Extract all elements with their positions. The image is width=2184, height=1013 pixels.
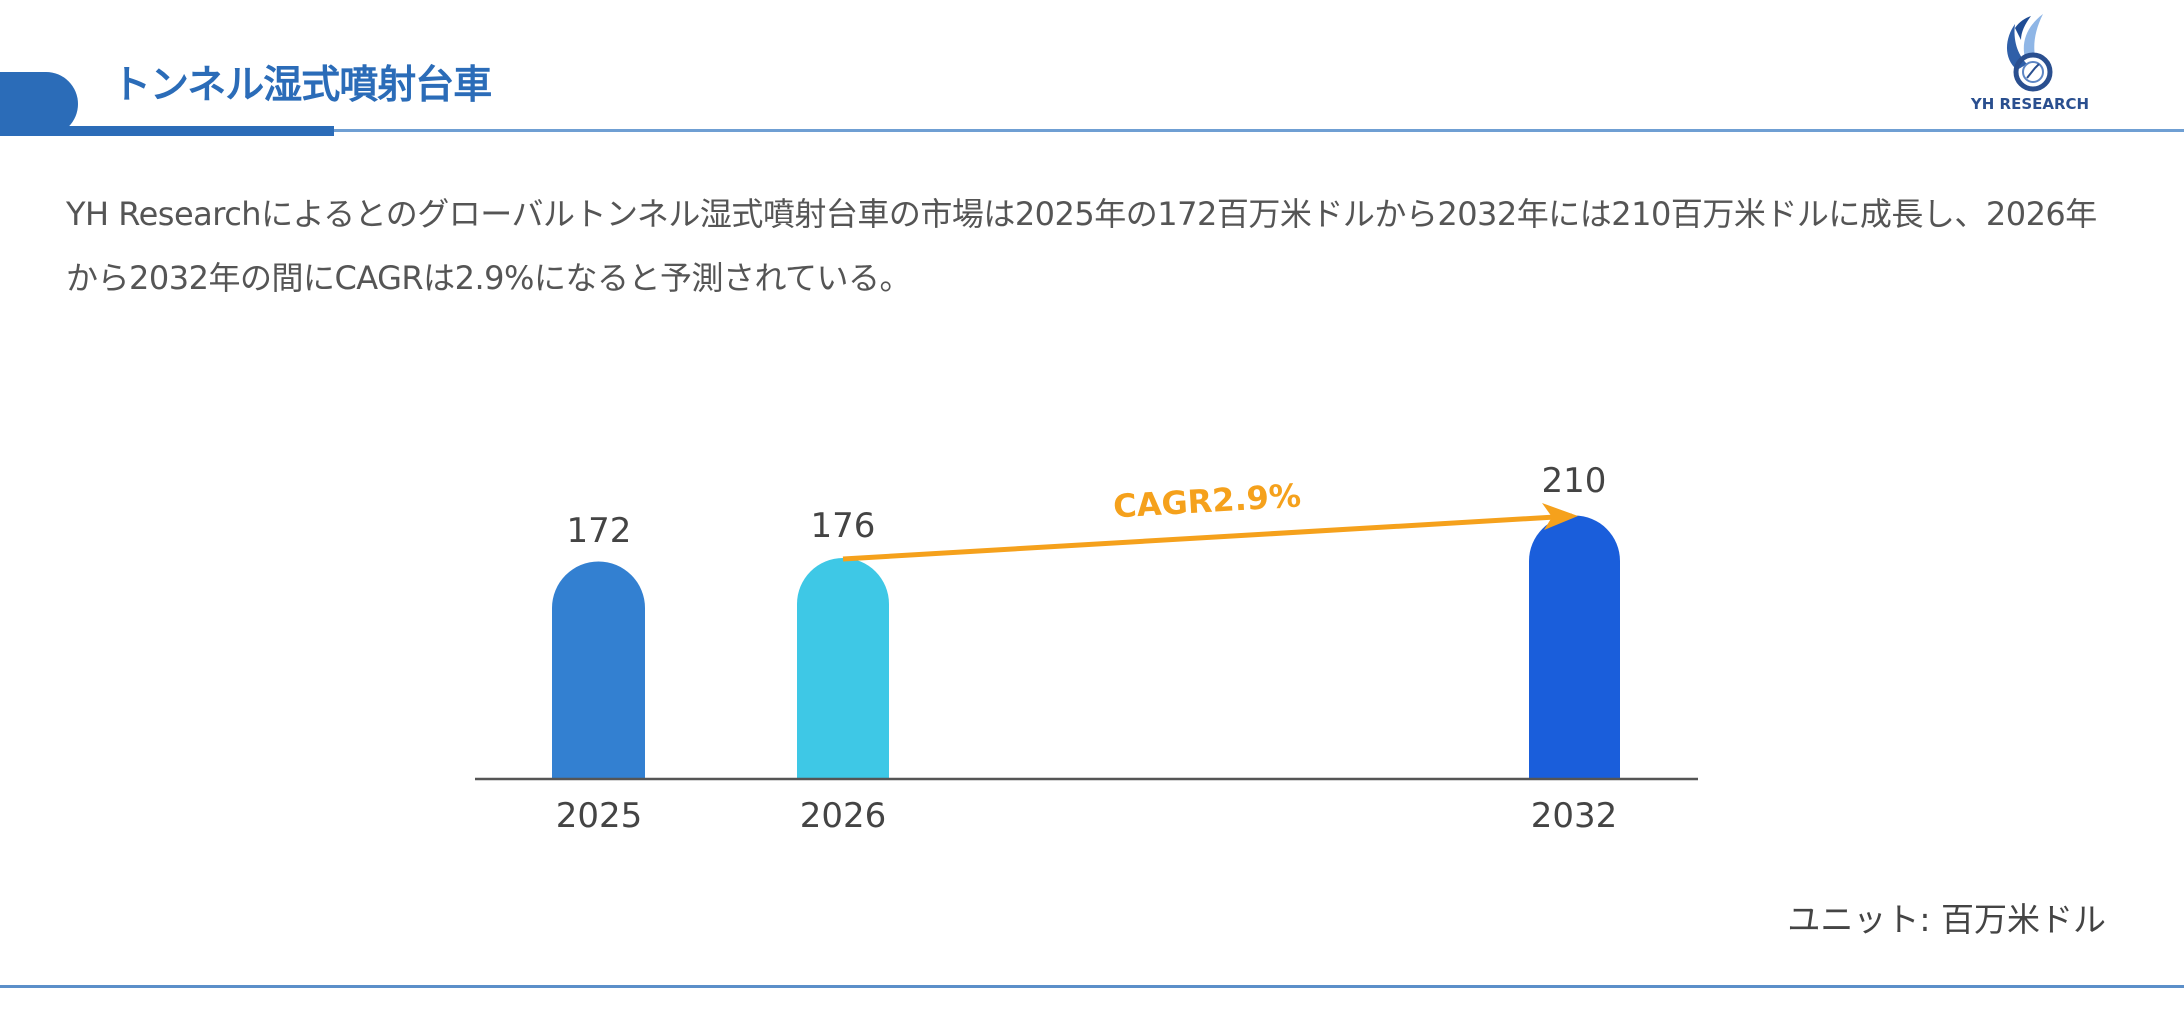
logo-text: YH RESEARCH bbox=[1970, 95, 2090, 113]
yh-research-logo: YH RESEARCH bbox=[1955, 10, 2105, 120]
header-underline-thin bbox=[334, 129, 2184, 132]
value-label-2032: 210 bbox=[1542, 461, 1607, 501]
unit-label: ユニット: 百万米ドル bbox=[1787, 900, 2106, 939]
logo-emblem-icon bbox=[2007, 14, 2053, 92]
header-underline-thick bbox=[0, 126, 334, 136]
category-label-2025: 2025 bbox=[556, 796, 643, 836]
value-label-2025: 172 bbox=[567, 511, 632, 551]
cagr-label: CAGR2.9% bbox=[1112, 476, 1302, 525]
value-label-2026: 176 bbox=[811, 506, 876, 546]
cagr-arrow bbox=[842, 513, 1573, 562]
bar-2025 bbox=[552, 561, 645, 779]
bar-2026 bbox=[797, 558, 889, 779]
page-title: トンネル湿式噴射台車 bbox=[112, 63, 492, 108]
cagr-arrowhead-icon bbox=[1542, 503, 1578, 530]
header-accent-tab bbox=[0, 72, 78, 136]
bar-2032 bbox=[1529, 515, 1620, 779]
category-label-2026: 2026 bbox=[800, 796, 887, 836]
market-summary-text: YH Researchによるとのグローバルトンネル湿式噴射台車の市場は2025年… bbox=[66, 195, 2097, 297]
category-label-2032: 2032 bbox=[1531, 796, 1618, 836]
footer-divider bbox=[0, 985, 2184, 988]
